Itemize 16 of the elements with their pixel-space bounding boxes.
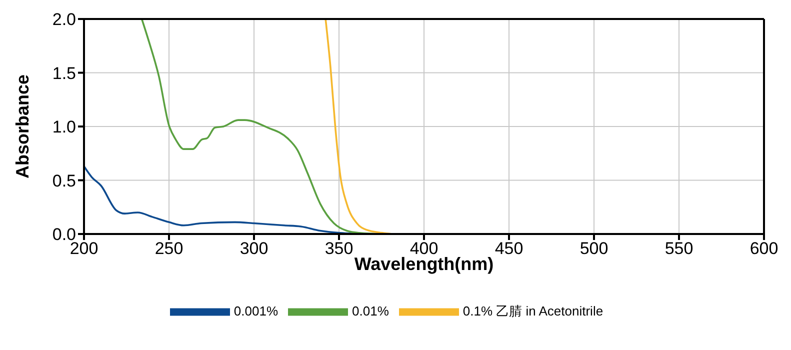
y-tick-label: 1.0: [52, 118, 76, 137]
y-axis-title: Absorbance: [12, 74, 32, 179]
legend-label: 0.1% 乙腈 in Acetonitrile: [462, 303, 604, 318]
legend-label: 0.001%: [234, 303, 278, 318]
x-tick-label: 600: [750, 239, 778, 258]
y-tick-label: 0.5: [52, 171, 76, 190]
y-tick-label: 1.5: [52, 64, 76, 83]
y-tick-label: 2.0: [52, 10, 76, 30]
x-tick-label: 450: [494, 239, 524, 258]
x-tick-label: 550: [664, 239, 694, 258]
x-tick-label: 500: [580, 239, 608, 258]
x-tick-label: 350: [324, 239, 354, 258]
legend-label: 0.01%: [352, 303, 389, 318]
x-tick-label: 250: [154, 239, 184, 258]
x-tick-label: 300: [240, 239, 268, 258]
x-tick-label: 200: [70, 239, 98, 258]
